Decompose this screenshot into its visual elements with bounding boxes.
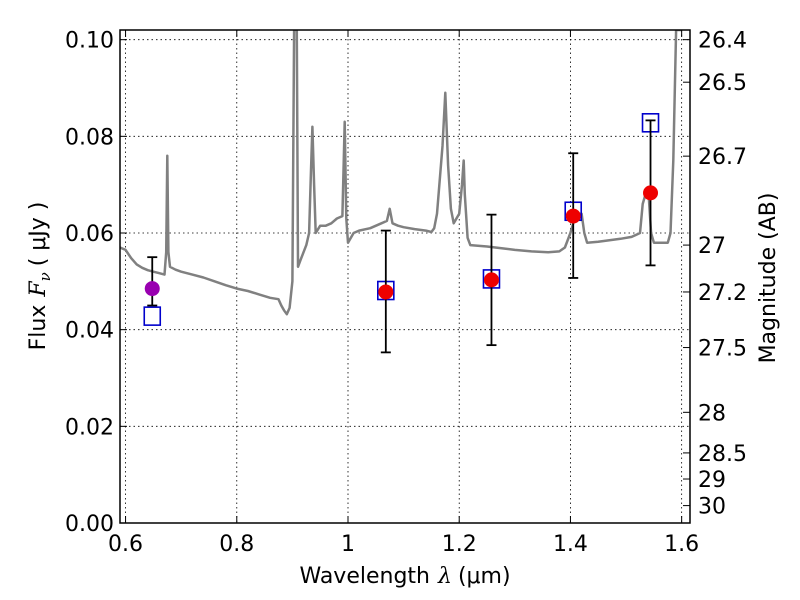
mag-tick-label: 28 [698,401,726,426]
x-tick-label: 0.8 [219,532,254,557]
plot-frame [119,29,691,524]
y-tick-label: 0.04 [65,319,114,344]
y-axis-label: FluxFν( μJy ) [26,202,54,351]
clipped-series [120,30,682,354]
y-tick-label: 0.08 [65,125,114,150]
axis-ticks: 0.6 0.8 1 1.2 1.4 1.6 0.00 0.02 0.04 0.06 0.08 0.10… [65,29,747,557]
x-tick-label: 1.2 [442,532,477,557]
y-tick-label: 0.06 [65,222,114,247]
mag-tick-label: 27.2 [698,281,747,306]
mag-tick-label: 30 [698,495,726,520]
mag-tick-label: 26.5 [698,71,747,96]
grid [120,30,690,523]
y-tick-label: 0.10 [65,29,114,54]
mag-tick-label: 26.4 [698,29,747,54]
x-tick-label: 1.6 [664,532,699,557]
mag-tick-label: 29 [698,468,726,493]
plot-area [120,30,682,354]
mag-tick-label: 27 [698,234,726,259]
observed-flux-point [144,281,160,297]
y-tick-label: 0.00 [65,512,114,537]
observed-flux-point [378,284,394,300]
y-tick-label: 0.02 [65,415,114,440]
x-tick-label: 1.4 [553,532,588,557]
sed-template-line [120,30,682,316]
mag-tick-label: 27.5 [698,337,747,362]
mag-tick-label: 26.7 [698,145,747,170]
right-axis-label: Magnitude (AB) [756,193,781,364]
observed-flux-point [643,185,659,201]
x-axis-label: Wavelength λ (μm) [299,564,510,589]
observed-flux-point [565,208,581,224]
x-tick-label: 1 [341,532,355,557]
axis-labels: Wavelength λ (μm) FluxFν( μJy ) Magnitude … [26,193,781,589]
mag-tick-label: 28.5 [698,442,747,467]
observed-flux-point [483,272,499,288]
model-flux-marker [143,306,162,326]
x-tick-label: 0.6 [108,532,143,557]
